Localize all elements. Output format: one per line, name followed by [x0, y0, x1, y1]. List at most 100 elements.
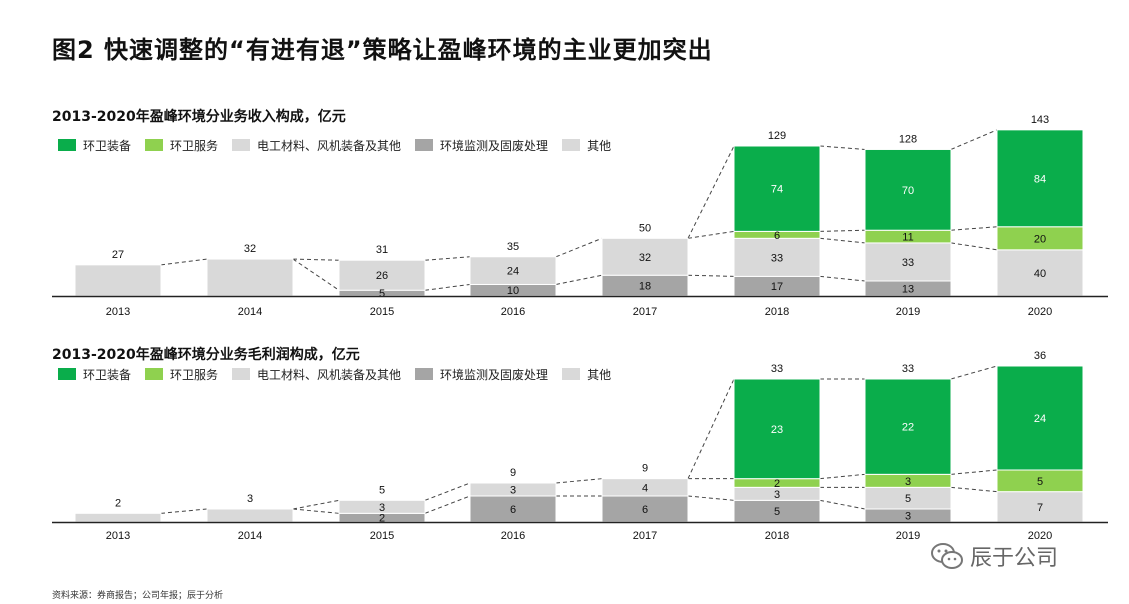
x-tick-label: 2014	[238, 530, 262, 542]
legend-gross-profit: 环卫装备 环卫服务 电工材料、风机装备及其他 环境监测及固废处理 其他	[58, 366, 625, 382]
legend-item: 电工材料、风机装备及其他	[232, 366, 401, 383]
bar-segment	[74, 264, 162, 297]
x-tick-label: 2017	[633, 530, 657, 542]
segment-value-label: 24	[507, 266, 519, 278]
segment-value-label: 24	[1034, 413, 1046, 425]
legend-item: 环卫装备	[58, 137, 131, 154]
segment-value-label: 26	[376, 270, 388, 282]
segment-value-label: 32	[639, 252, 651, 264]
bar-segment	[996, 491, 1084, 523]
bar-segment	[996, 365, 1084, 471]
segment-value-label: 3	[905, 476, 911, 488]
total-value-label: 9	[642, 463, 648, 475]
wechat-icon	[931, 543, 963, 569]
x-tick-label: 2018	[765, 306, 789, 318]
segment-value-label: 70	[902, 185, 914, 197]
bars	[74, 365, 1084, 523]
segment-value-label: 13	[902, 284, 914, 296]
connector-line	[687, 495, 735, 501]
chart-title-gross-profit: 2013-2020年盈峰环境分业务毛利润构成，亿元	[52, 347, 360, 363]
labels: 2720133220145263120151024352016183250201…	[106, 114, 1052, 318]
bar-segment	[864, 378, 952, 475]
revenue-chart: 2720133220145263120151024352016183250201…	[52, 114, 1108, 318]
x-tick-label: 2018	[765, 530, 789, 542]
connector-line	[687, 274, 735, 277]
bar-segment	[864, 242, 952, 282]
total-value-label: 27	[112, 249, 124, 261]
legend-swatch	[562, 139, 581, 151]
x-tick-label: 2016	[501, 530, 525, 542]
segment-value-label: 6	[642, 504, 648, 516]
gross-profit-chart: 2201332014235201563920166492017532233320…	[52, 350, 1108, 542]
bar-segment	[601, 237, 689, 276]
connector-line	[292, 508, 340, 514]
segment-value-label: 84	[1034, 173, 1046, 185]
bar-segment	[74, 512, 162, 523]
legend-label: 电工材料、风机装备及其他	[257, 367, 402, 382]
segment-value-label: 5	[1037, 476, 1043, 488]
legend-item: 环卫装备	[58, 366, 131, 383]
bar-segment	[601, 478, 689, 497]
x-tick-label: 2014	[238, 306, 262, 318]
segment-value-label: 23	[771, 424, 783, 436]
connector-line	[950, 469, 998, 475]
connector-line	[424, 495, 471, 514]
total-value-label: 36	[1034, 350, 1046, 362]
legend-swatch	[415, 368, 434, 380]
x-tick-label: 2020	[1028, 306, 1052, 318]
bar-segment	[469, 256, 557, 285]
legend-swatch	[232, 368, 251, 380]
connector-line	[555, 274, 603, 285]
legend-revenue: 环卫装备 环卫服务 电工材料、风机装备及其他 环境监测及固废处理 其他	[58, 137, 625, 153]
segment-value-label: 22	[902, 422, 914, 434]
bar-segment	[469, 495, 557, 523]
segment-value-label: 20	[1034, 233, 1046, 245]
x-tick-label: 2020	[1028, 530, 1052, 542]
segment-value-label: 3	[905, 511, 911, 523]
segment-value-label: 4	[642, 482, 648, 494]
connector-line	[819, 275, 866, 282]
total-value-label: 143	[1031, 114, 1049, 126]
segment-value-label: 40	[1034, 268, 1046, 280]
total-value-label: 35	[507, 241, 519, 253]
x-tick-label: 2017	[633, 306, 657, 318]
segment-value-label: 6	[510, 504, 516, 516]
connector-line	[424, 283, 471, 291]
connector-line	[292, 258, 340, 291]
total-value-label: 50	[639, 222, 651, 234]
connector-line	[819, 473, 866, 480]
x-tick-label: 2019	[896, 306, 920, 318]
legend-swatch	[562, 368, 581, 380]
bar-segment	[338, 499, 426, 514]
bar-segment	[996, 129, 1084, 228]
segment-value-label: 3	[510, 485, 516, 497]
legend-label: 环境监测及固废处理	[440, 138, 549, 153]
bar-segment	[996, 249, 1084, 297]
segment-value-label: 18	[639, 281, 651, 293]
legend-item: 环境监测及固废处理	[415, 366, 548, 383]
legend-item: 其他	[562, 366, 611, 383]
connector-line	[819, 237, 866, 244]
segment-value-label: 6	[774, 230, 780, 242]
legend-item: 其他	[562, 137, 611, 154]
legend-label: 环卫服务	[170, 367, 219, 382]
legend-swatch	[145, 139, 164, 151]
x-tick-label: 2016	[501, 306, 525, 318]
legend-swatch	[232, 139, 251, 151]
connector-line	[160, 258, 208, 266]
watermark-text: 辰于公司	[970, 546, 1059, 571]
total-value-label: 2	[115, 497, 121, 509]
total-value-label: 3	[247, 493, 253, 505]
segment-value-label: 11	[902, 232, 913, 244]
connector-line	[292, 258, 340, 261]
bar-segment	[469, 482, 557, 497]
legend-item: 环卫服务	[145, 137, 218, 154]
x-tick-label: 2013	[106, 530, 130, 542]
total-value-label: 9	[510, 467, 516, 479]
total-value-label: 5	[379, 484, 385, 496]
total-value-label: 129	[768, 130, 786, 142]
connector-line	[819, 229, 866, 232]
source-note: 资料来源：券商报告；公司年报；辰于分析	[52, 591, 224, 601]
bar-segment	[733, 378, 821, 480]
connector-line	[950, 365, 998, 380]
